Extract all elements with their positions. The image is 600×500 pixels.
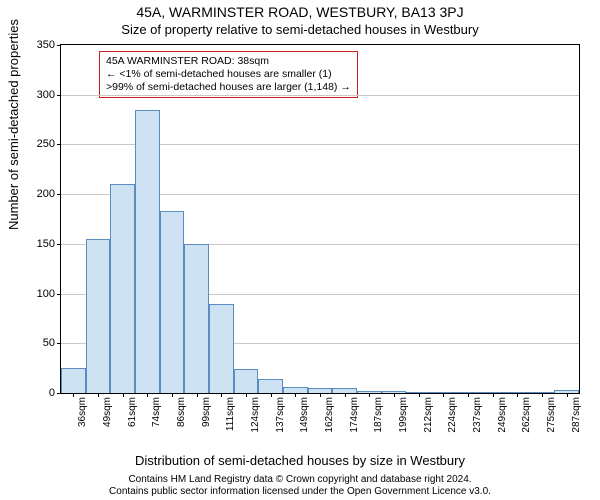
- y-tick-label: 150: [37, 238, 55, 250]
- x-tick-label: 212sqm: [423, 397, 434, 433]
- x-tick-label: 287sqm: [571, 397, 582, 433]
- x-tick-label: 275sqm: [546, 397, 557, 433]
- annotation-box: 45A WARMINSTER ROAD: 38sqm ← <1% of semi…: [99, 51, 358, 98]
- y-axis-label: Number of semi-detached properties: [6, 19, 21, 230]
- y-tick-mark: [57, 244, 61, 245]
- histogram-bar: [184, 244, 209, 393]
- x-tick-label: 36sqm: [77, 397, 88, 427]
- y-tick-label: 250: [37, 138, 55, 150]
- y-tick-label: 100: [37, 288, 55, 300]
- x-tick-label: 199sqm: [398, 397, 409, 433]
- x-tick-mark: [567, 393, 568, 397]
- y-tick-mark: [57, 95, 61, 96]
- x-tick-mark: [320, 393, 321, 397]
- x-tick-label: 111sqm: [225, 397, 236, 431]
- y-tick-label: 300: [37, 89, 55, 101]
- chart-title: 45A, WARMINSTER ROAD, WESTBURY, BA13 3PJ: [0, 4, 600, 20]
- footer-line: Contains public sector information licen…: [0, 486, 600, 498]
- x-tick-mark: [394, 393, 395, 397]
- x-tick-mark: [123, 393, 124, 397]
- y-tick-label: 0: [49, 387, 55, 399]
- x-tick-label: 262sqm: [521, 397, 532, 433]
- y-tick-label: 200: [37, 188, 55, 200]
- histogram-bar: [135, 110, 160, 393]
- plot-area: 45A WARMINSTER ROAD: 38sqm ← <1% of semi…: [60, 44, 580, 394]
- y-tick-mark: [57, 45, 61, 46]
- histogram-bar: [209, 304, 234, 393]
- annotation-line: 45A WARMINSTER ROAD: 38sqm: [106, 55, 351, 68]
- x-tick-label: 162sqm: [324, 397, 335, 433]
- x-axis-label: Distribution of semi-detached houses by …: [0, 453, 600, 468]
- x-tick-mark: [493, 393, 494, 397]
- x-tick-mark: [542, 393, 543, 397]
- x-tick-mark: [172, 393, 173, 397]
- x-tick-mark: [221, 393, 222, 397]
- x-tick-mark: [271, 393, 272, 397]
- annotation-line: ← <1% of semi-detached houses are smalle…: [106, 68, 351, 81]
- x-tick-label: 49sqm: [102, 397, 113, 427]
- x-tick-label: 61sqm: [127, 397, 138, 427]
- x-tick-label: 99sqm: [201, 397, 212, 427]
- x-tick-label: 149sqm: [299, 397, 310, 433]
- y-tick-mark: [57, 294, 61, 295]
- x-tick-label: 237sqm: [472, 397, 483, 433]
- annotation-line: >99% of semi-detached houses are larger …: [106, 81, 351, 94]
- histogram-bar: [160, 211, 185, 393]
- y-tick-mark: [57, 194, 61, 195]
- histogram-bar: [86, 239, 111, 393]
- histogram-bar: [234, 369, 259, 393]
- x-tick-mark: [98, 393, 99, 397]
- y-tick-mark: [57, 343, 61, 344]
- x-tick-label: 137sqm: [275, 397, 286, 433]
- x-tick-mark: [468, 393, 469, 397]
- chart-subtitle: Size of property relative to semi-detach…: [0, 22, 600, 37]
- y-tick-mark: [57, 393, 61, 394]
- footer-line: Contains HM Land Registry data © Crown c…: [0, 474, 600, 486]
- gridline: [61, 95, 579, 96]
- x-tick-label: 224sqm: [447, 397, 458, 433]
- x-tick-label: 174sqm: [349, 397, 360, 433]
- x-tick-mark: [369, 393, 370, 397]
- x-tick-mark: [73, 393, 74, 397]
- x-tick-label: 187sqm: [373, 397, 384, 433]
- x-tick-mark: [517, 393, 518, 397]
- x-tick-mark: [295, 393, 296, 397]
- histogram-bar: [61, 368, 86, 393]
- x-tick-label: 249sqm: [497, 397, 508, 433]
- histogram-bar: [110, 184, 135, 393]
- x-tick-mark: [246, 393, 247, 397]
- x-tick-mark: [197, 393, 198, 397]
- y-tick-label: 350: [37, 39, 55, 51]
- histogram-bar: [258, 379, 283, 393]
- x-tick-mark: [443, 393, 444, 397]
- x-tick-label: 86sqm: [176, 397, 187, 427]
- x-tick-mark: [419, 393, 420, 397]
- x-tick-label: 124sqm: [250, 397, 261, 433]
- x-tick-mark: [345, 393, 346, 397]
- y-tick-mark: [57, 144, 61, 145]
- footer-attribution: Contains HM Land Registry data © Crown c…: [0, 474, 600, 498]
- y-tick-label: 50: [43, 337, 55, 349]
- x-tick-mark: [147, 393, 148, 397]
- x-tick-label: 74sqm: [151, 397, 162, 427]
